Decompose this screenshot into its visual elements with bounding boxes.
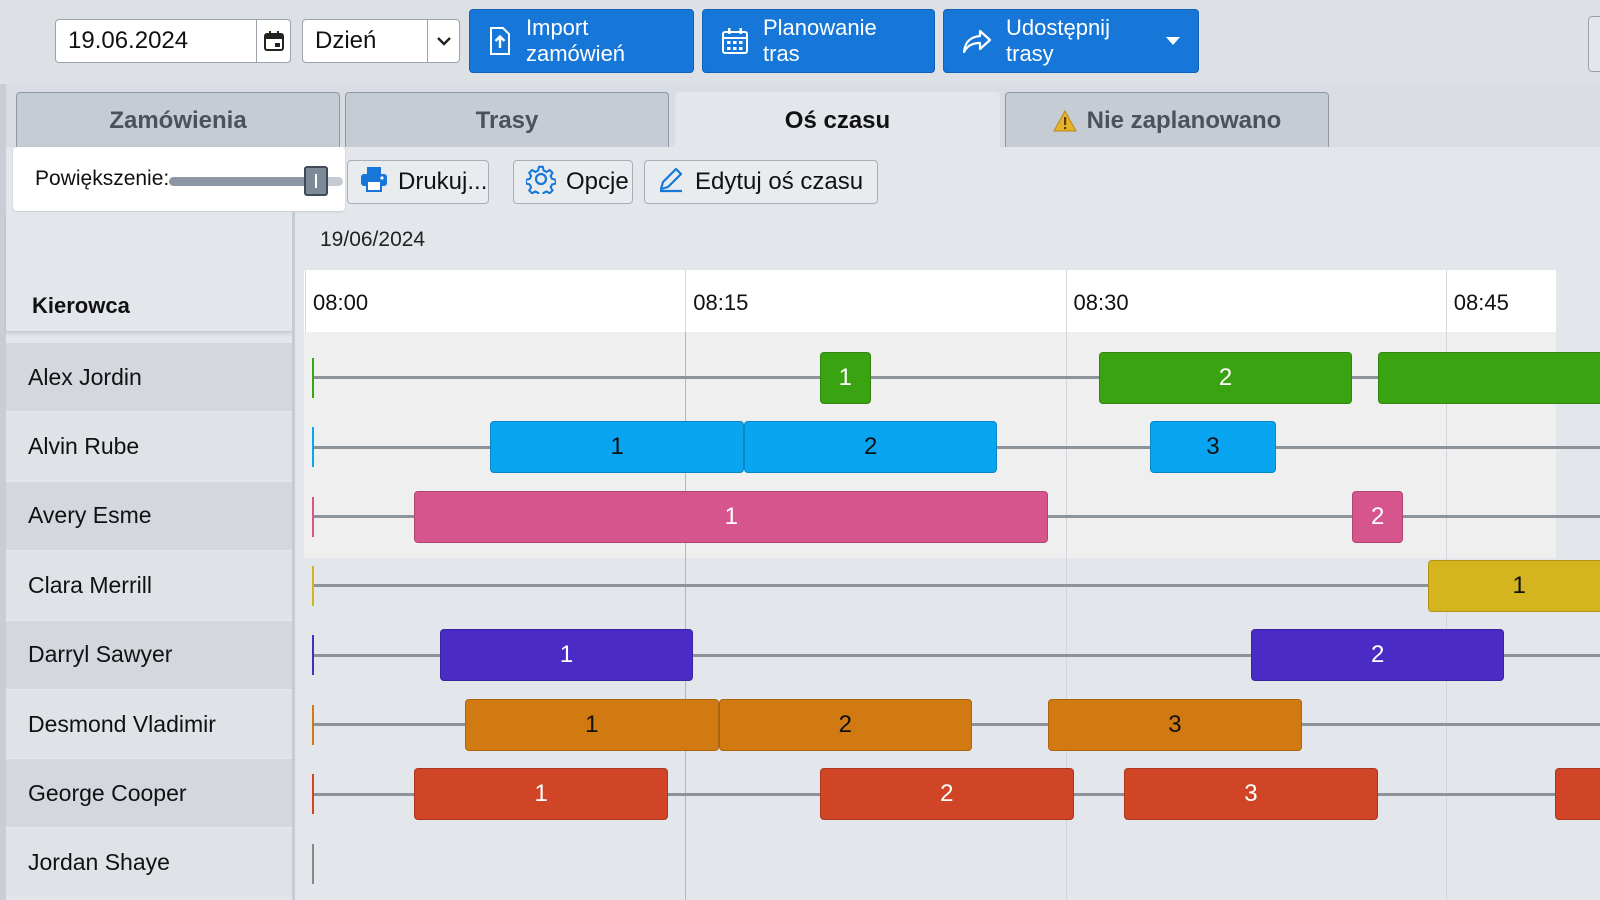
driver-row[interactable]: George Cooper	[6, 759, 292, 828]
route-task-bar[interactable]: 2	[820, 768, 1074, 821]
time-tick-label: 08:45	[1453, 290, 1509, 315]
pencil-icon	[657, 165, 685, 200]
zoom-control: Powiększenie:	[13, 147, 345, 211]
driver-row[interactable]: Jordan Shaye	[6, 828, 292, 897]
time-tick-label: 08:30	[1073, 290, 1129, 315]
tab-timeline[interactable]: Oś czasu	[675, 92, 1000, 148]
time-tick-line	[685, 270, 687, 332]
printer-icon	[360, 166, 388, 199]
date-picker[interactable]: 19.06.2024	[55, 19, 291, 63]
import-orders-button[interactable]: Import zamówień	[469, 9, 694, 73]
route-task-bar[interactable]: 1	[439, 629, 694, 682]
driver-row[interactable]: Clara Merrill	[6, 551, 292, 620]
zoom-slider-rest	[323, 177, 343, 186]
route-task-bar[interactable]: 1	[1428, 559, 1600, 612]
route-start-marker	[312, 843, 314, 884]
route-task-bar[interactable]	[1555, 768, 1600, 821]
zoom-slider-track[interactable]	[169, 177, 339, 186]
warning-icon	[1052, 109, 1077, 132]
time-tick-line	[1065, 270, 1067, 332]
print-button[interactable]: Drukuj...	[347, 160, 489, 204]
view-mode-value: Dzień	[315, 27, 377, 54]
edit-timeline-label: Edytuj oś czasu	[695, 168, 864, 195]
edit-timeline-button[interactable]: Edytuj oś czasu	[644, 160, 878, 204]
route-start-marker	[312, 704, 314, 745]
time-scale-header	[304, 270, 1556, 332]
route-start-marker	[312, 357, 314, 398]
tab-timeline-label: Oś czasu	[784, 106, 891, 134]
route-line	[313, 584, 1600, 588]
route-start-marker	[312, 496, 314, 537]
share-arrow-icon	[962, 28, 992, 54]
route-task-bar[interactable]: 1	[414, 768, 668, 821]
route-task-bar[interactable]	[1377, 351, 1600, 404]
route-task-bar[interactable]: 3	[1149, 421, 1277, 474]
import-orders-label: Import zamówień	[526, 15, 626, 66]
route-task-bar[interactable]: 2	[1098, 351, 1353, 404]
upload-file-icon	[488, 26, 512, 56]
driver-row[interactable]: Alex Jordin	[6, 343, 292, 411]
tab-routes-label: Trasy	[475, 106, 539, 134]
route-planning-label: Planowanie tras	[763, 15, 877, 66]
zoom-slider-thumb[interactable]	[304, 166, 328, 196]
date-input-value[interactable]: 19.06.2024	[68, 27, 189, 54]
route-start-marker	[312, 774, 314, 815]
driver-header-label: Kierowca	[32, 293, 130, 318]
route-task-bar[interactable]: 1	[490, 421, 744, 474]
options-button[interactable]: Opcje	[513, 160, 633, 204]
calendar-icon[interactable]	[256, 20, 290, 62]
route-task-bar[interactable]: 1	[820, 351, 871, 404]
share-routes-button[interactable]: Udostępnij trasy	[943, 9, 1199, 73]
route-line	[313, 376, 1600, 380]
gear-icon	[524, 164, 557, 201]
chevron-down-icon[interactable]	[427, 20, 459, 62]
tab-orders-label: Zamówienia	[109, 106, 247, 134]
time-tick-label: 08:00	[313, 290, 369, 315]
route-task-bar[interactable]: 2	[1352, 490, 1404, 543]
column-divider[interactable]	[292, 212, 295, 900]
driver-row[interactable]: Avery Esme	[6, 481, 292, 550]
top-toolbar: 19.06.2024 Dzień Import zamówień Planowa…	[0, 0, 1600, 84]
driver-row[interactable]: Desmond Vladimir	[6, 690, 292, 758]
time-tick-line	[1445, 270, 1447, 332]
calendar-grid-icon	[721, 27, 749, 55]
options-label: Opcje	[566, 168, 629, 195]
time-tick-line	[305, 270, 306, 332]
route-planning-button[interactable]: Planowanie tras	[702, 9, 935, 73]
cut-off-toolbar-button[interactable]	[1588, 16, 1600, 72]
tab-unscheduled-label: Nie zaplanowano	[1086, 106, 1282, 134]
tab-routes[interactable]: Trasy	[345, 92, 669, 148]
window-left-edge	[0, 0, 6, 900]
driver-column-header: Kierowca	[6, 212, 293, 332]
route-task-bar[interactable]: 2	[718, 698, 973, 751]
route-task-bar[interactable]: 3	[1048, 698, 1302, 751]
route-line	[313, 653, 1600, 657]
zoom-label: Powiększenie:	[35, 167, 170, 190]
route-task-bar[interactable]: 1	[414, 490, 1049, 543]
tab-unscheduled[interactable]: Nie zaplanowano	[1005, 92, 1329, 148]
tab-orders[interactable]: Zamówienia	[16, 92, 340, 148]
time-grid-line	[1065, 332, 1067, 900]
view-mode-select[interactable]: Dzień	[302, 19, 460, 63]
route-task-bar[interactable]: 2	[1250, 629, 1505, 682]
route-start-marker	[312, 565, 314, 606]
route-start-marker	[312, 635, 314, 676]
caret-down-icon	[1166, 37, 1180, 45]
route-start-marker	[312, 427, 314, 468]
route-task-bar[interactable]: 3	[1124, 768, 1378, 821]
time-grid-line	[685, 332, 687, 900]
time-grid-line	[1445, 332, 1447, 900]
share-routes-label: Udostępnij trasy	[1006, 15, 1110, 66]
driver-row[interactable]: Alvin Rube	[6, 412, 292, 481]
print-label: Drukuj...	[398, 168, 488, 195]
time-tick-label: 08:15	[693, 290, 749, 315]
driver-row[interactable]: Darryl Sawyer	[6, 620, 292, 689]
route-task-bar[interactable]: 2	[743, 421, 998, 474]
timeline-date: 19/06/2024	[320, 228, 426, 251]
route-task-bar[interactable]: 1	[465, 698, 719, 751]
